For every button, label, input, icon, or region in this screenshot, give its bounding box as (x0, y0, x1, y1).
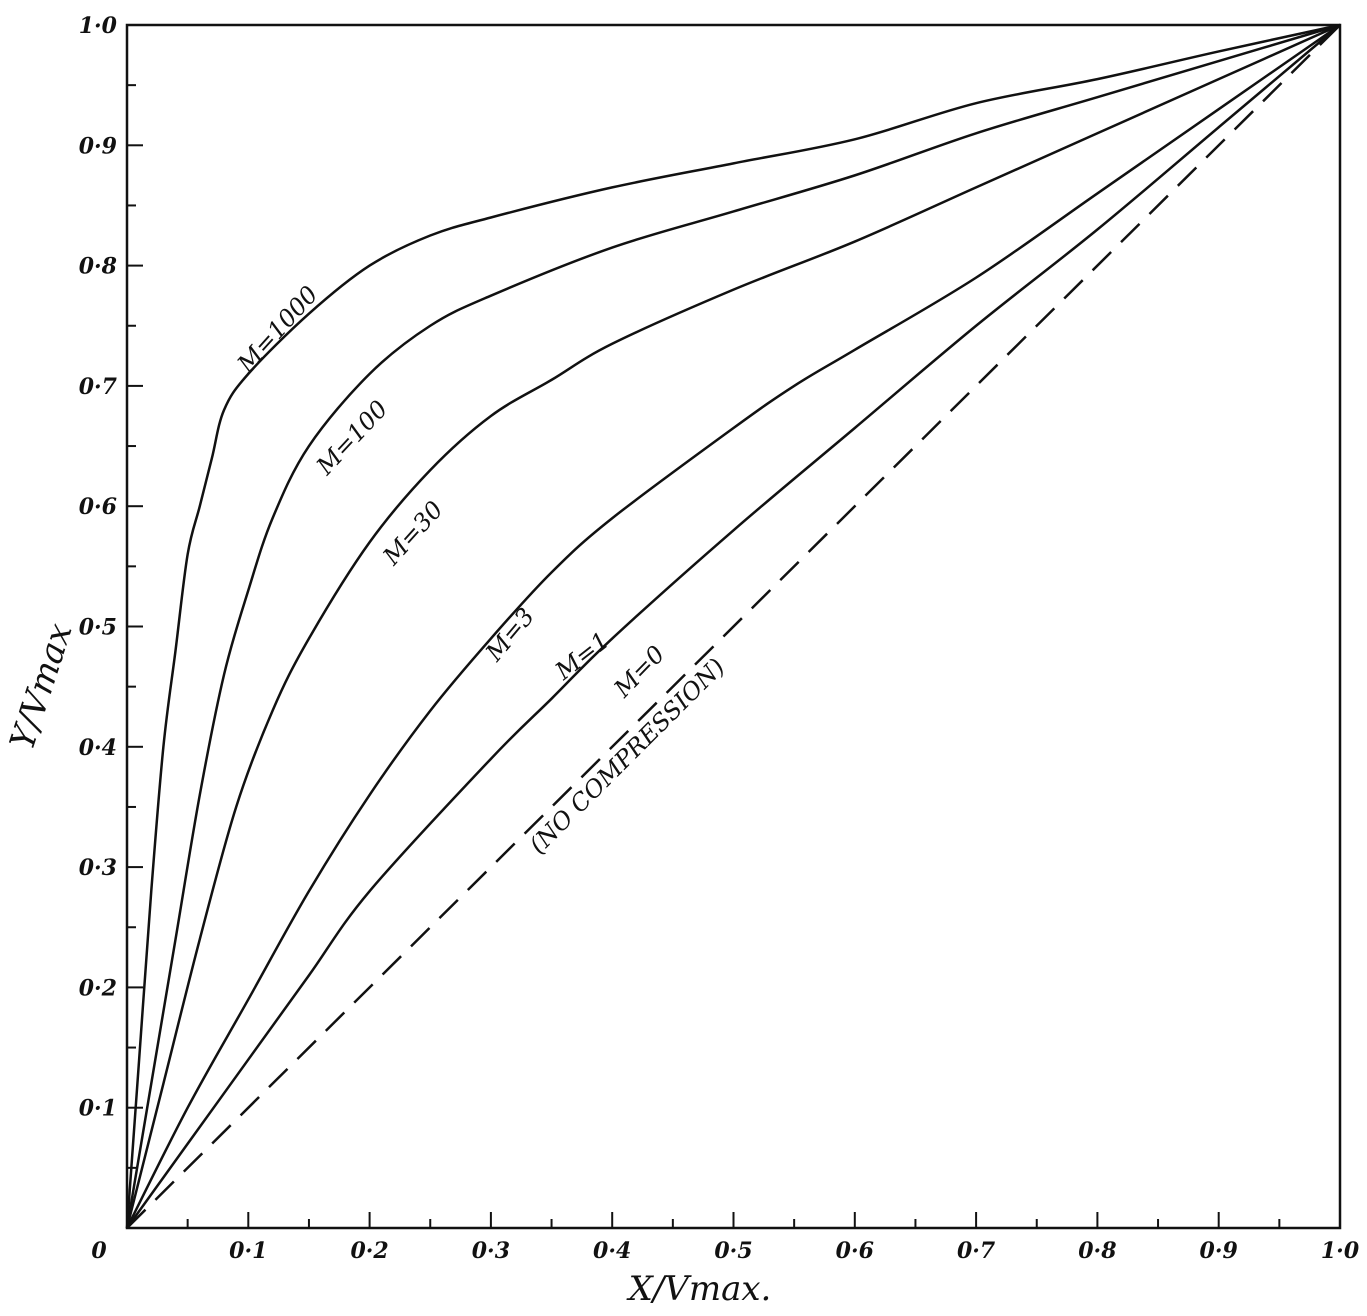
axes: 0 0·1 0·2 0·3 0·4 0·5 0·6 0·7 0·8 0·9 1·0 0·1 0·2 0·3… (79, 13, 1360, 1264)
x-tick-label: 0·4 (593, 1238, 631, 1264)
x-tick-label: 0·5 (714, 1238, 752, 1264)
y-tick-label: 0·5 (79, 615, 117, 641)
series-line-m-100 (125, 23, 1341, 1229)
x-tick-label: 0·8 (1078, 1238, 1116, 1264)
x-tick-label: 0·6 (836, 1238, 874, 1264)
x-tick-label: 1·0 (1321, 1238, 1360, 1264)
series-line-m-30 (125, 23, 1341, 1229)
curve-label: M=100 (310, 395, 393, 481)
curve-label: M=0 (608, 640, 670, 703)
y-tick-label: 0·8 (79, 254, 117, 280)
y-tick-label: 0·2 (79, 975, 117, 1001)
y-tick-label: 0·3 (79, 855, 117, 881)
x-tick-label: 0·3 (472, 1238, 510, 1264)
curve-label: M=1 (549, 626, 614, 686)
x-tick-label: 0·1 (229, 1238, 267, 1264)
y-tick-label: 0·6 (79, 494, 117, 520)
series-line-m-3 (125, 23, 1341, 1229)
x-tick-label: 0 (91, 1238, 107, 1264)
y-tick-label: 0·7 (79, 374, 118, 400)
series-line-m-1000 (125, 23, 1341, 1229)
x-axis-title: X/Vmax. (626, 1269, 772, 1309)
y-axis-title: Y/Vmax (2, 619, 80, 755)
y-tick-label: 1·0 (79, 13, 118, 39)
series-line-m-0 (126, 24, 1341, 1229)
curve-label: M=3 (479, 603, 540, 668)
y-tick-label: 0·1 (79, 1096, 117, 1122)
series-line-m-1 (125, 24, 1341, 1229)
series-layer (125, 23, 1341, 1229)
x-tick-label: 0·9 (1200, 1238, 1238, 1264)
x-tick-label: 0·7 (957, 1238, 996, 1264)
x-tick-label: 0·2 (350, 1238, 388, 1264)
y-tick-label: 0·9 (79, 133, 117, 159)
curve-label: M=30 (377, 496, 449, 571)
curve-label: M=1000 (231, 281, 323, 379)
y-tick-label: 0·4 (79, 735, 117, 761)
